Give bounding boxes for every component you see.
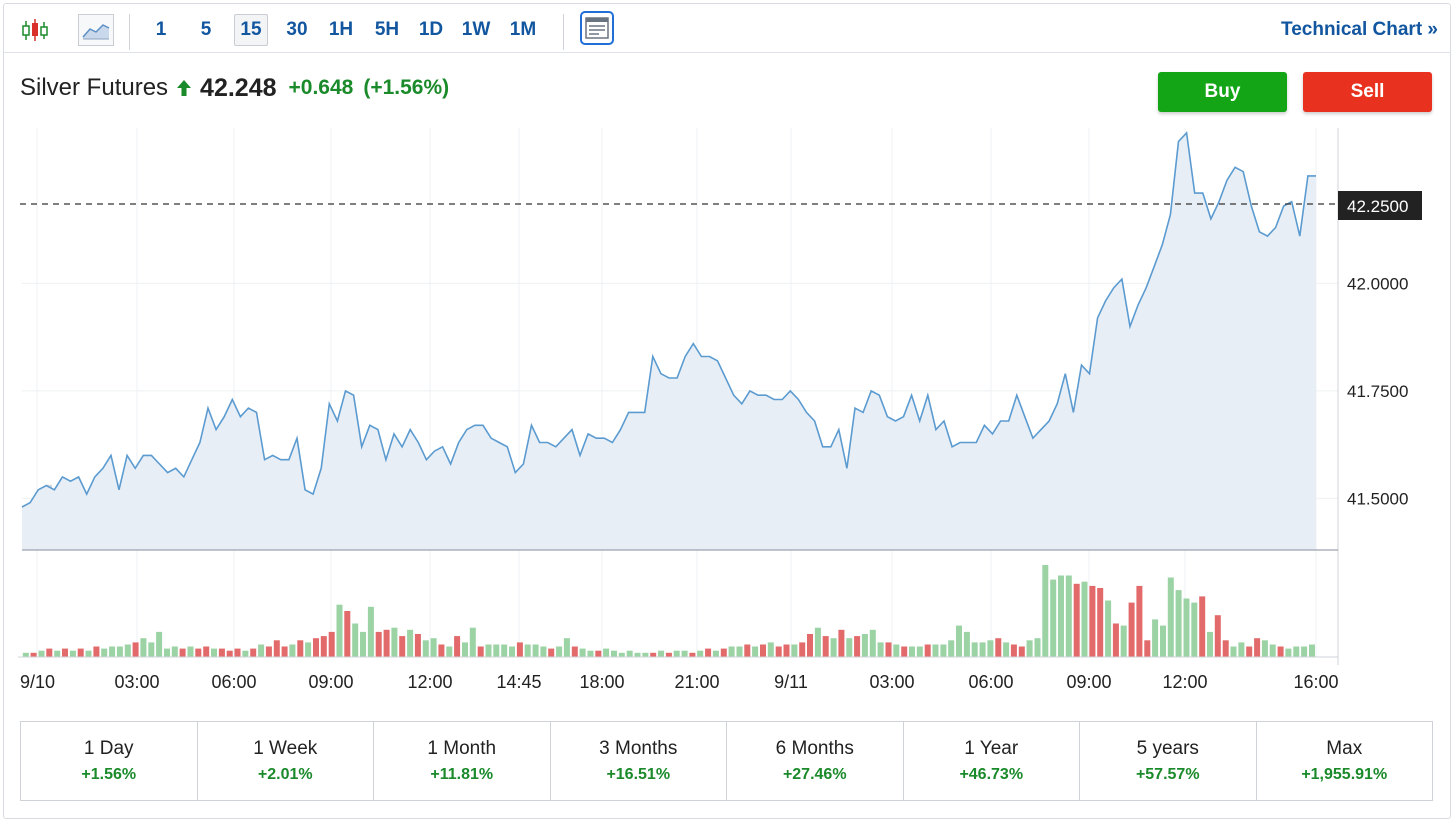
performance-change: +1.56%	[81, 766, 137, 783]
widget-frame	[3, 3, 1451, 819]
performance-period: 1 Year	[964, 738, 1019, 759]
chart-toolbar: 1 5 15 30 1H 5H 1D 1W 1M Technical Chart…	[4, 4, 1450, 53]
performance-cell[interactable]: 1 Week +2.01%	[198, 722, 374, 800]
performance-table: 1 Day +1.56% 1 Week +2.01% 1 Month +11.81% 3 M…	[20, 721, 1433, 801]
arrow-up-icon	[177, 80, 192, 96]
performance-period: 1 Month	[427, 738, 497, 759]
performance-cell[interactable]: Max +1,955.91%	[1257, 722, 1433, 800]
performance-change: +46.73%	[959, 766, 1024, 783]
performance-change: +11.81%	[430, 766, 494, 783]
area-chart-button[interactable]	[78, 14, 114, 46]
performance-cell[interactable]: 1 Month +11.81%	[374, 722, 551, 800]
performance-change: +1,955.91%	[1301, 766, 1388, 783]
interval-1[interactable]: 1	[155, 19, 167, 40]
toolbar-separator	[129, 14, 130, 50]
last-price: 42.248	[200, 73, 277, 102]
performance-period: 1 Week	[253, 738, 318, 759]
interval-5h[interactable]: 5H	[374, 19, 400, 40]
performance-cell[interactable]: 3 Months +16.51%	[551, 722, 727, 800]
layout-toggle-button[interactable]	[580, 11, 614, 45]
buy-button[interactable]: Buy	[1158, 72, 1287, 112]
performance-cell[interactable]: 5 years +57.57%	[1080, 722, 1257, 800]
price-change-percent: (+1.56%)	[363, 76, 450, 99]
instrument-name: Silver Futures	[20, 74, 169, 101]
interval-5[interactable]: 5	[200, 19, 212, 40]
performance-period: 5 years	[1136, 738, 1199, 759]
performance-change: +57.57%	[1135, 766, 1200, 783]
performance-period: 6 Months	[775, 738, 854, 759]
performance-change: +2.01%	[257, 766, 313, 783]
interval-1d[interactable]: 1D	[418, 19, 444, 40]
layout-icon	[585, 17, 609, 39]
price-change: +0.648	[288, 76, 354, 99]
interval-1m[interactable]: 1M	[509, 19, 537, 40]
area-chart-icon	[82, 24, 110, 40]
technical-chart-link[interactable]: Technical Chart »	[1281, 19, 1438, 40]
performance-cell[interactable]: 1 Day +1.56%	[21, 722, 198, 800]
candlestick-icon	[22, 19, 48, 41]
interval-1h[interactable]: 1H	[328, 19, 354, 40]
performance-cell[interactable]: 6 Months +27.46%	[727, 722, 904, 800]
performance-change: +27.46%	[782, 766, 847, 783]
performance-period: 3 Months	[599, 738, 678, 759]
toolbar-separator	[563, 14, 564, 50]
instrument-header: Silver Futures 42.248 +0.648 (+1.56%)	[20, 72, 449, 104]
interval-1w[interactable]: 1W	[461, 19, 491, 40]
performance-cell[interactable]: 1 Year +46.73%	[904, 722, 1080, 800]
sell-button[interactable]: Sell	[1303, 72, 1432, 112]
interval-15[interactable]: 15	[234, 14, 268, 46]
performance-period: Max	[1326, 738, 1363, 759]
performance-change: +16.51%	[606, 766, 671, 783]
performance-period: 1 Day	[83, 738, 134, 759]
interval-30[interactable]: 30	[286, 19, 308, 40]
candlestick-chart-button[interactable]	[18, 14, 52, 46]
